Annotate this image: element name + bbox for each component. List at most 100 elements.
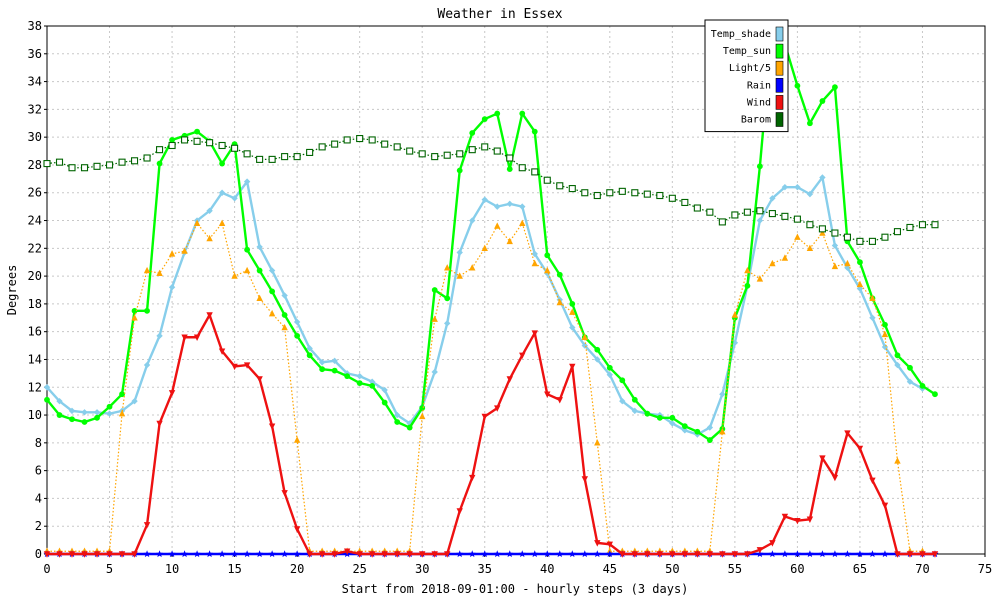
data-point-wind — [456, 508, 463, 515]
data-point-wind — [794, 517, 801, 525]
data-point-wind — [519, 352, 526, 360]
data-point-wind — [118, 551, 126, 558]
data-point-temp-sun — [56, 412, 63, 418]
x-tick-label: 25 — [352, 562, 366, 576]
data-point-wind — [43, 551, 51, 558]
legend-label: Light/5 — [729, 63, 771, 74]
data-point-barom — [206, 139, 214, 147]
data-point-rain — [843, 550, 852, 558]
data-point-light-5 — [206, 234, 213, 242]
data-point-barom — [243, 150, 251, 158]
data-point-temp-sun — [269, 288, 276, 295]
data-point-barom — [556, 182, 564, 190]
x-tick-label: 45 — [603, 562, 617, 576]
data-point-barom — [843, 233, 851, 241]
y-tick-label: 36 — [28, 47, 42, 61]
data-point-temp-sun — [331, 367, 338, 374]
data-point-barom — [393, 143, 401, 151]
data-point-barom — [381, 140, 389, 148]
data-point-barom — [881, 233, 889, 241]
data-point-rain — [493, 550, 501, 558]
data-point-rain — [568, 550, 576, 558]
data-point-light-5 — [544, 266, 551, 274]
data-point-wind — [906, 551, 914, 558]
data-point-temp-sun — [144, 307, 150, 314]
data-point-temp-shade — [306, 345, 313, 352]
data-point-rain — [531, 550, 539, 558]
series-wind — [43, 312, 939, 558]
data-point-wind — [706, 551, 714, 558]
data-point-temp-shade — [281, 292, 288, 299]
data-point-rain — [293, 550, 301, 558]
data-point-barom — [868, 237, 876, 245]
data-point-barom — [218, 141, 226, 150]
y-tick-label: 8 — [35, 436, 42, 450]
y-tick-label: 16 — [28, 325, 42, 339]
data-point-light-5 — [293, 436, 301, 443]
data-point-barom — [643, 190, 651, 198]
data-point-barom — [143, 154, 151, 162]
data-point-light-5 — [519, 219, 526, 227]
data-point-temp-shade — [581, 342, 588, 349]
data-point-barom — [631, 189, 639, 197]
data-point-light-5 — [118, 409, 126, 417]
data-point-rain — [543, 550, 551, 558]
x-tick-label: 10 — [165, 562, 179, 576]
data-point-barom — [293, 153, 301, 161]
data-point-temp-sun — [306, 352, 313, 359]
data-point-wind — [206, 312, 213, 319]
data-point-temp-sun — [744, 282, 751, 289]
data-point-wind — [556, 397, 563, 404]
data-point-rain — [868, 550, 877, 558]
data-point-temp-shade — [856, 285, 864, 292]
data-point-rain — [781, 550, 789, 558]
data-point-wind — [831, 474, 839, 482]
data-point-barom — [168, 141, 176, 150]
data-point-wind — [781, 513, 789, 521]
data-point-barom — [893, 228, 902, 236]
data-point-temp-sun — [319, 366, 326, 373]
y-tick-label: 34 — [28, 75, 42, 89]
data-point-temp-shade — [794, 183, 801, 191]
data-point-light-5 — [869, 294, 876, 302]
data-point-wind — [894, 551, 901, 558]
data-point-temp-sun — [556, 271, 563, 278]
data-point-light-5 — [131, 314, 138, 321]
x-tick-label: 70 — [915, 562, 929, 576]
legend-box — [704, 19, 789, 133]
data-point-barom — [593, 191, 601, 200]
data-point-temp-shade — [356, 372, 363, 380]
data-point-temp-sun — [882, 321, 888, 328]
data-point-wind — [381, 551, 388, 558]
data-point-wind — [306, 551, 313, 558]
data-point-barom — [581, 189, 589, 197]
x-tick-label: 20 — [290, 562, 304, 576]
data-point-light-5 — [469, 264, 476, 271]
data-point-light-5 — [894, 457, 901, 464]
data-point-barom — [118, 158, 126, 166]
y-tick-label: 26 — [28, 186, 42, 200]
data-point-temp-sun — [356, 380, 363, 386]
data-point-barom — [568, 185, 576, 193]
y-tick-label: 24 — [28, 214, 42, 228]
data-point-rain — [593, 550, 601, 558]
data-point-wind — [68, 551, 76, 558]
x-tick-label: 75 — [978, 562, 992, 576]
data-point-temp-sun — [506, 166, 513, 173]
data-point-rain — [793, 550, 802, 558]
data-point-light-5 — [844, 259, 851, 267]
data-point-temp-shade — [231, 195, 238, 202]
legend: Temp_shade Temp_sun Light/5 Rain Wind Barom — [704, 19, 789, 133]
data-point-temp-sun — [406, 424, 413, 431]
legend-swatch — [775, 43, 784, 59]
data-point-barom — [343, 136, 351, 144]
data-point-barom — [618, 187, 626, 195]
data-point-light-5 — [819, 229, 826, 236]
data-point-light-5 — [481, 244, 488, 252]
data-point-light-5 — [594, 439, 601, 446]
data-point-barom — [493, 147, 501, 155]
y-tick-label: 2 — [35, 519, 42, 533]
data-point-temp-shade — [606, 371, 613, 378]
